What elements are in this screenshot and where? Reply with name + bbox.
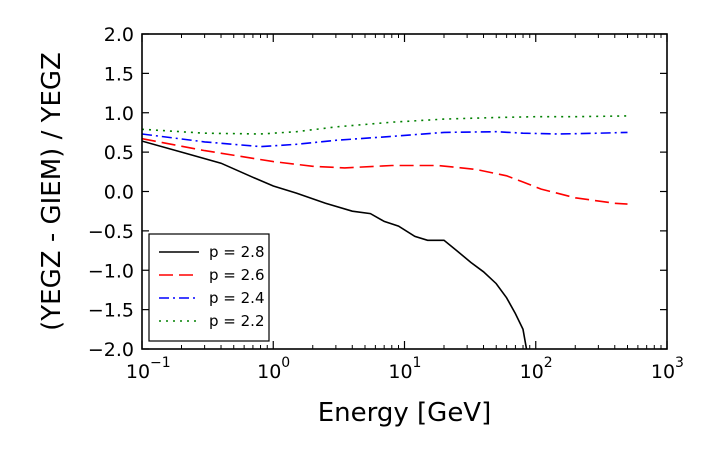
x-tick-exponent: 1 xyxy=(413,355,422,371)
x-tick-exponent: 3 xyxy=(675,355,684,371)
x-tick-label: 10 xyxy=(126,361,150,383)
y-tick-label: 1.5 xyxy=(104,63,134,85)
x-tick-label: 10 xyxy=(651,361,675,383)
legend-label: p = 2.4 xyxy=(209,289,264,307)
y-tick-label: 1.0 xyxy=(104,103,134,125)
y-tick-label: −1.0 xyxy=(88,260,134,282)
x-axis-title: Energy [GeV] xyxy=(318,398,492,428)
series-line-3 xyxy=(142,115,628,135)
y-tick-label: 0.5 xyxy=(104,142,134,164)
y-tick-label: −1.5 xyxy=(88,300,134,322)
series-layer xyxy=(142,115,628,349)
x-tick-exponent: 2 xyxy=(544,355,553,371)
legend-label: p = 2.8 xyxy=(209,243,264,261)
legend-label: p = 2.6 xyxy=(209,266,264,284)
y-tick-label: −0.5 xyxy=(88,221,134,243)
axes-layer: 2.01.51.00.50.0−0.5−1.0−1.5−2.010 −1 10 0 10… xyxy=(88,24,684,383)
legend-label: p = 2.2 xyxy=(209,312,264,330)
x-tick-label: 10 xyxy=(388,361,412,383)
y-axis-title: (YEGZ - GIEM) / YEGZ xyxy=(37,52,67,331)
series-line-0 xyxy=(142,140,528,349)
x-tick-exponent: −1 xyxy=(150,355,171,371)
x-tick-exponent: 0 xyxy=(281,355,290,371)
y-tick-label: 0.0 xyxy=(104,182,134,204)
y-tick-label: −2.0 xyxy=(88,339,134,361)
x-tick-label: 10 xyxy=(257,361,281,383)
legend: p = 2.8 p = 2.6 p = 2.4 p = 2.2 xyxy=(148,233,270,342)
series-line-1 xyxy=(142,137,628,205)
series-line-2 xyxy=(142,130,628,148)
y-tick-label: 2.0 xyxy=(104,24,134,46)
x-tick-label: 10 xyxy=(520,361,544,383)
